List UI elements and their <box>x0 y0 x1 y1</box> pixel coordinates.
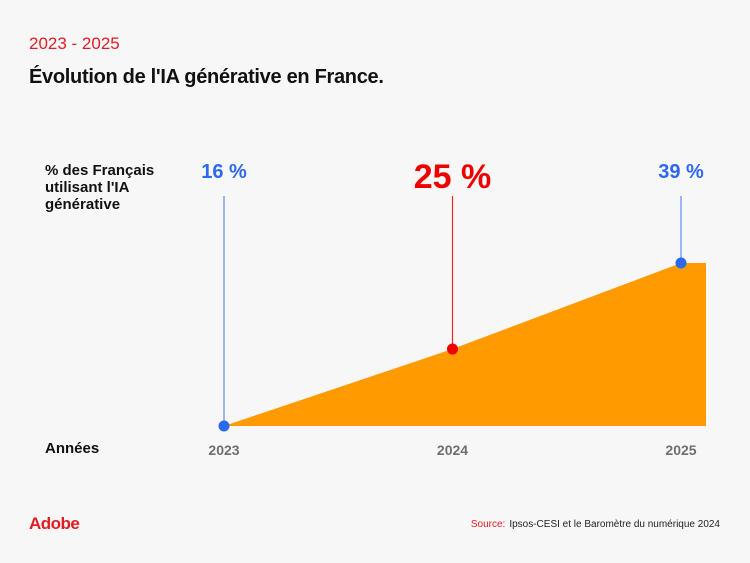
data-point-2025 <box>675 257 687 269</box>
data-point-2024 <box>447 343 458 355</box>
value-label-2025: 39 % <box>658 161 704 183</box>
x-axis-label: Années <box>45 440 100 457</box>
data-point-2023 <box>218 420 230 432</box>
value-label-2023: 16 % <box>201 161 247 183</box>
adobe-logo: Adobe <box>29 514 80 533</box>
chart-title: Évolution de l'IA générative en France. <box>29 66 384 88</box>
source-note: Source: Ipsos-CESI et le Baromètre du num… <box>471 519 720 530</box>
x-tick-label-2025: 2025 <box>665 442 696 458</box>
y-axis-label: % des Français utilisant l'IA générative <box>45 162 155 213</box>
source-text: Ipsos-CESI et le Baromètre du numérique … <box>509 519 720 530</box>
x-tick-label-2023: 2023 <box>208 442 239 458</box>
x-tick-label-2024: 2024 <box>437 442 468 458</box>
value-label-2024: 25 % <box>414 158 492 196</box>
chart-subtitle: 2023 - 2025 <box>29 34 120 53</box>
area-fill <box>224 263 706 426</box>
source-label: Source: <box>470 519 506 530</box>
